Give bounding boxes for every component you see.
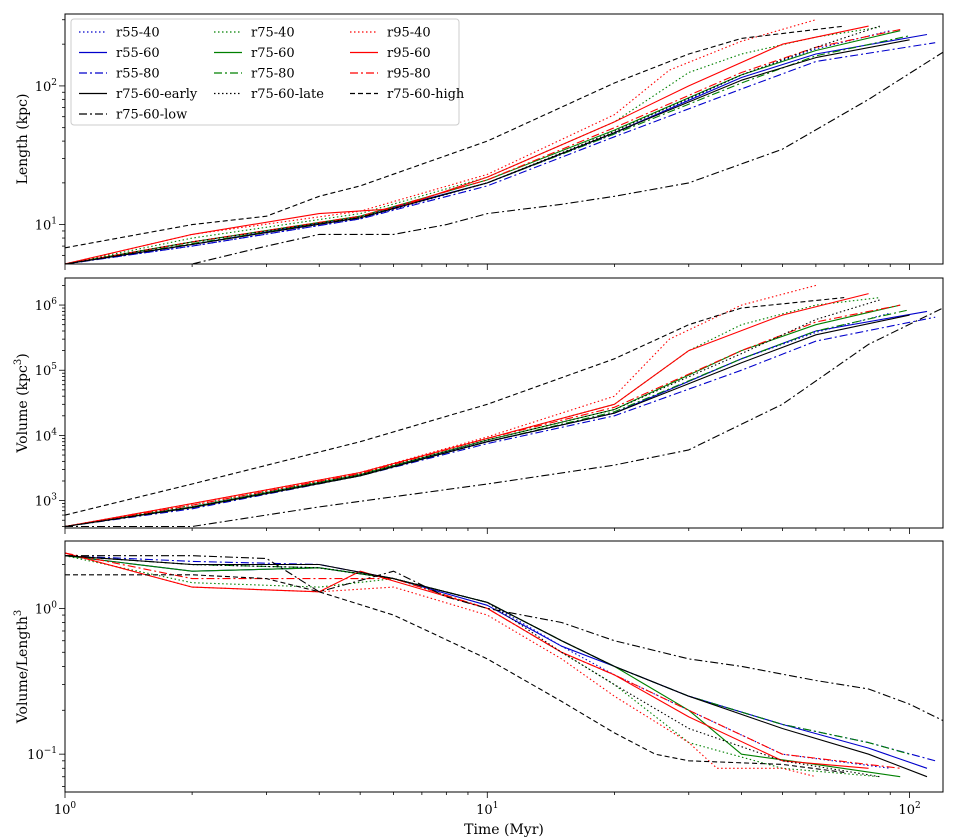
series-line-r95-40 — [65, 284, 817, 528]
legend-entry: r55-80 — [79, 67, 160, 82]
y-axis-label: Volume/Length3 — [13, 610, 31, 725]
series-line-r55-80 — [65, 555, 936, 762]
series-line-r55-80 — [65, 42, 936, 264]
series-group — [65, 19, 943, 264]
series-line-r75-40 — [65, 555, 880, 778]
legend-label: r75-80 — [251, 67, 295, 82]
legend-label: r75-60 — [251, 46, 295, 61]
series-line-r95-40 — [65, 552, 817, 778]
legend-label: r55-80 — [116, 67, 160, 82]
series-group — [65, 284, 943, 528]
legend-label: r55-40 — [116, 26, 160, 41]
y-tick-label: 103 — [35, 493, 58, 510]
legend-label: r55-60 — [116, 46, 160, 61]
series-line-r75-60-early — [65, 555, 928, 778]
y-ticks — [59, 564, 65, 787]
legend-label: r75-40 — [251, 26, 295, 41]
legend-entry: r95-60 — [350, 46, 431, 61]
y-ticks — [59, 285, 65, 527]
y-tick-label: 104 — [35, 427, 58, 444]
legend-entry: r75-60 — [214, 46, 295, 61]
axes-frame — [64, 540, 944, 793]
legend-entry: r75-60-early — [79, 87, 198, 102]
series-line-r75-40 — [65, 297, 880, 528]
legend-entry: r95-40 — [350, 26, 431, 41]
y-axis-label: Length (kpc) — [15, 94, 31, 185]
legend-label: r75-60-high — [387, 87, 465, 102]
legend-entry: r55-40 — [79, 26, 160, 41]
legend-box — [70, 18, 460, 126]
series-line-r75-80 — [65, 35, 910, 264]
y-tick-label: 100 — [35, 600, 58, 617]
y-tick-label: 105 — [35, 362, 58, 379]
series-line-r75-60-high — [65, 574, 845, 773]
legend-label: r95-60 — [387, 46, 431, 61]
series-line-r95-60 — [65, 25, 869, 264]
series-group — [65, 552, 943, 778]
y-tick-label: 106 — [35, 297, 58, 314]
y-ticks — [59, 19, 65, 256]
legend-label: r75-60-low — [116, 108, 187, 123]
legend-label: r95-40 — [387, 26, 431, 41]
x-axis-label: Time (Myr) — [464, 822, 544, 838]
series-line-r75-60-high — [65, 25, 845, 249]
series-line-r75-60-late — [65, 299, 880, 528]
y-tick-label: 102 — [35, 78, 57, 95]
legend-entry: r55-60 — [79, 46, 160, 61]
series-line-r55-40 — [65, 312, 891, 528]
legend: r55-40 r75-40 r95-40 r55-60 r75-60 r95-60 r55-… — [70, 18, 465, 126]
series-line-r75-80 — [65, 555, 910, 755]
legend-entry: r75-60-late — [214, 87, 324, 102]
x-tick-label: 100 — [54, 801, 77, 818]
series-line-r75-60-low — [65, 51, 943, 264]
legend-entry: r95-80 — [350, 67, 431, 82]
legend-entry: r75-60-low — [79, 108, 187, 123]
y-tick-label: 101 — [35, 217, 57, 234]
legend-label: r75-60-early — [116, 87, 198, 102]
series-line-r75-60-late — [65, 25, 880, 264]
series-line-r75-60-early — [65, 39, 910, 264]
axes-frame — [64, 13, 944, 265]
series-line-r75-60 — [65, 555, 901, 778]
series-line-r75-60-early — [65, 314, 910, 528]
y-axis-label: Volume (kpc3) — [13, 353, 31, 453]
series-line-r55-60 — [65, 310, 928, 528]
legend-entry: r75-80 — [214, 67, 295, 82]
series-line-r75-60-late — [65, 555, 880, 778]
series-line-r75-60-low — [65, 555, 943, 722]
legend-entry: r75-40 — [214, 26, 295, 41]
series-line-r55-40 — [65, 555, 891, 769]
legend-label: r95-80 — [387, 67, 431, 82]
panel-volume: 103 104 105 106 Volume (kpc3) — [13, 277, 944, 534]
axes-frame — [64, 277, 944, 529]
y-tick-label: 10−1 — [27, 746, 57, 763]
legend-label: r75-60-late — [251, 87, 324, 102]
series-line-r95-60 — [65, 293, 869, 528]
series-line-r75-60-high — [65, 297, 845, 516]
x-tick-label: 102 — [898, 801, 920, 818]
series-line-r75-60-low — [65, 307, 943, 528]
series-line-r55-80 — [65, 316, 936, 528]
x-ticks — [64, 792, 910, 798]
series-line-r95-40 — [65, 19, 817, 264]
series-line-r95-80 — [65, 552, 901, 769]
x-ticks — [64, 264, 910, 270]
series-line-r95-80 — [65, 304, 901, 528]
legend-entry: r75-60-high — [350, 87, 465, 102]
series-line-r75-80 — [65, 309, 910, 528]
x-ticks — [64, 528, 910, 534]
x-tick-label: 101 — [476, 801, 498, 818]
series-line-r95-60 — [65, 552, 869, 769]
